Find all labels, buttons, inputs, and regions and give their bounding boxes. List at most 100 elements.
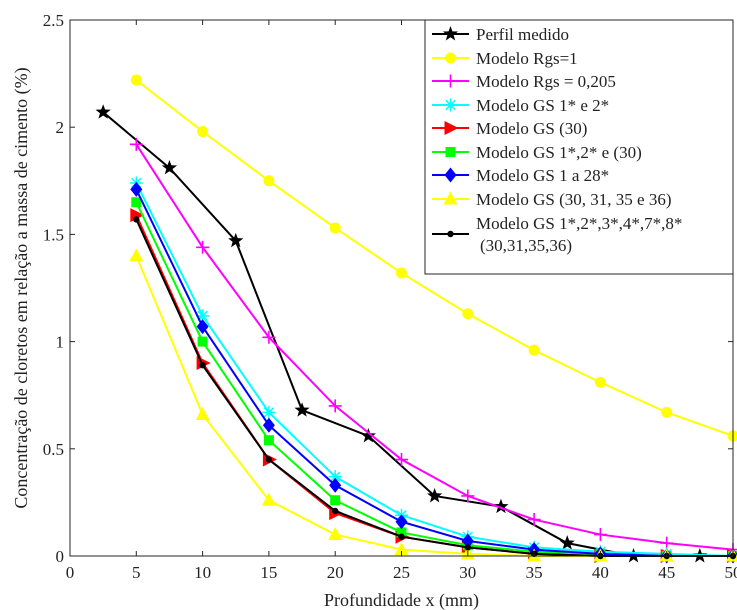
data-point (262, 405, 276, 419)
data-point (328, 399, 342, 413)
data-point (461, 533, 474, 549)
data-point (328, 527, 343, 541)
legend-marker (444, 74, 457, 88)
y-tick-label: 1 (56, 333, 65, 352)
data-point (528, 344, 540, 356)
x-tick-label: 35 (526, 563, 543, 582)
series-line (135, 188, 733, 557)
data-point (559, 535, 575, 550)
data-point (263, 175, 275, 187)
legend: Perfil medido Modelo Rgs=1 Modelo Rgs = 0,… (424, 19, 734, 275)
data-point (727, 430, 737, 442)
data-point (396, 267, 407, 279)
legend-marker (442, 26, 459, 41)
data-point (133, 216, 140, 223)
data-point (332, 507, 339, 515)
series-line (135, 79, 734, 437)
data-point (262, 330, 276, 344)
legend-marker (445, 52, 456, 64)
legend-label: Modelo GS 1*,2* e (30) (476, 143, 642, 162)
x-tick-label: 0 (66, 563, 75, 582)
data-point (196, 309, 210, 323)
data-point (129, 137, 143, 151)
legend-entry-4: Modelo GS 1* e 2* (432, 96, 609, 115)
data-point (195, 406, 210, 420)
data-point (395, 514, 408, 530)
data-point (263, 435, 274, 446)
x-tick-label: 20 (327, 563, 344, 582)
y-tick-label: 2.5 (43, 11, 64, 30)
x-tick-label: 50 (725, 563, 737, 582)
legend-label: Modelo GS 1 a 28* (476, 166, 609, 185)
legend-entry-8: Modelo GS (30, 31, 35 e 36) (432, 190, 671, 209)
data-point (594, 376, 606, 388)
legend-label: Modelo Rgs = 0,205 (476, 72, 616, 91)
data-point (461, 489, 475, 503)
y-axis-label: Concentração de cloretos em relação a ma… (11, 67, 32, 508)
legend-entry-2: Modelo Rgs=1 (432, 49, 578, 68)
legend-marker (443, 191, 458, 205)
legend-entry-1: Perfil medido (432, 25, 569, 44)
data-point (462, 308, 474, 320)
legend-marker (444, 167, 457, 183)
y-tick-label: 2 (56, 118, 65, 137)
data-point (493, 498, 509, 514)
data-point (527, 513, 541, 527)
series-2 (130, 74, 737, 442)
legend-label: Modelo GS (30, 31, 35 e 36) (476, 190, 671, 209)
legend-label-line2: (30,31,35,36) (480, 236, 572, 255)
data-point (360, 427, 376, 443)
legend-entry-3: Modelo Rgs = 0,205 (432, 72, 616, 91)
data-point (330, 495, 341, 506)
data-point (329, 477, 342, 493)
legend-entry-9: Modelo GS 1*,2*,3*,4*,7*,8* (30,31,35,36) (432, 214, 682, 255)
data-point (294, 402, 310, 417)
x-tick-label: 15 (260, 563, 277, 582)
legend-label: Modelo GS (30) (476, 119, 587, 138)
data-point (131, 197, 142, 208)
data-point (228, 232, 244, 248)
data-point (464, 544, 471, 551)
data-point (197, 125, 209, 137)
x-tick-label: 45 (658, 563, 675, 582)
x-axis-label: Profundidade x (mm) (324, 590, 479, 610)
series-line (135, 143, 734, 551)
x-tick-label: 10 (194, 563, 211, 582)
series-line (135, 182, 734, 557)
data-point (265, 456, 273, 463)
x-tick-label: 25 (393, 563, 410, 582)
y-tick-label: 0 (56, 547, 65, 566)
data-point (593, 528, 607, 542)
legend-box (424, 19, 734, 275)
data-point (329, 222, 341, 234)
legend-marker (445, 147, 456, 157)
y-tick-label: 0.5 (43, 440, 64, 459)
legend-entry-7: Modelo GS 1 a 28* (432, 166, 609, 185)
data-point (395, 453, 408, 467)
legend-label: Modelo Rgs=1 (476, 49, 578, 68)
data-point (130, 181, 143, 197)
data-point (161, 159, 178, 175)
legend-entry-5: Modelo GS (30) (432, 119, 587, 138)
data-point (199, 361, 206, 369)
y-tick-label: 1.5 (43, 225, 64, 244)
legend-label: Modelo GS 1*,2*,3*,4*,7*,8* (476, 214, 682, 233)
legend-marker (444, 121, 459, 135)
data-point (394, 542, 409, 556)
legend-entry-6: Modelo GS 1*,2* e (30) (432, 143, 642, 162)
x-tick-label: 30 (459, 563, 476, 582)
data-point (196, 319, 209, 335)
data-point (196, 240, 210, 254)
data-point (427, 487, 443, 503)
legend-label: Perfil medido (476, 25, 569, 44)
data-point (129, 248, 144, 262)
data-point (396, 527, 407, 538)
data-point (197, 336, 208, 347)
legend-marker (444, 98, 457, 112)
tick-layer: 0 5 10 15 20 25 30 35 40 45 50 0 0.5 1 1.5 2 2.5 (43, 11, 737, 582)
data-point (95, 104, 111, 119)
data-point (328, 470, 342, 484)
data-point (130, 74, 142, 86)
data-point (262, 417, 275, 433)
